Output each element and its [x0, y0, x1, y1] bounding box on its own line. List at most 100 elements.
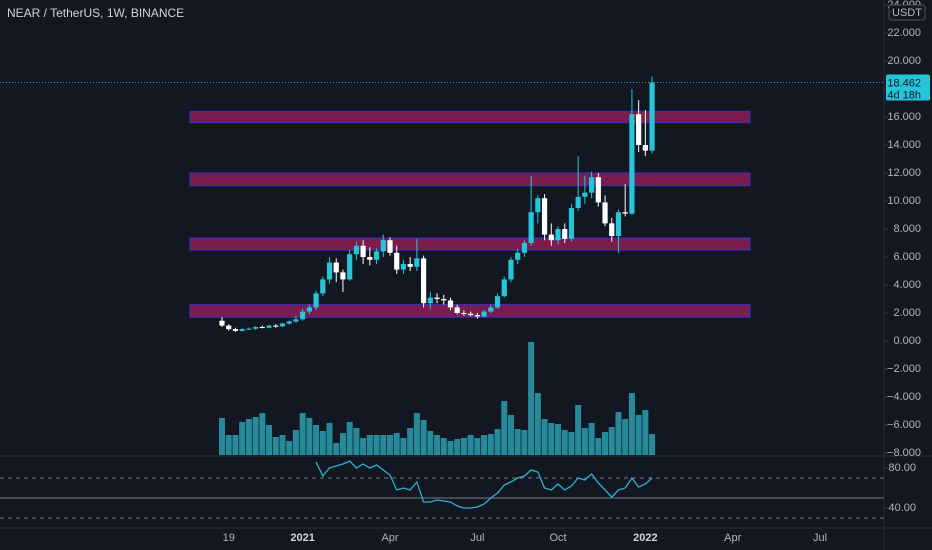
volume-bar	[628, 393, 635, 455]
candle-body	[246, 328, 252, 330]
x-tick-label: Oct	[549, 532, 566, 544]
volume-bar	[615, 412, 622, 455]
candle-body	[259, 327, 265, 328]
last-price-label: 18.462	[887, 77, 921, 89]
volume-bar	[380, 435, 387, 455]
candle-body	[622, 212, 628, 214]
candle-body	[535, 198, 541, 213]
currency-label: USDT	[892, 7, 922, 19]
candle-body	[320, 279, 326, 294]
volume-bar	[434, 435, 441, 455]
candle-body	[488, 307, 494, 312]
candle-body	[367, 257, 373, 260]
candle-body	[300, 311, 306, 320]
candle-body	[494, 296, 501, 308]
volume-bar	[353, 428, 360, 455]
candle-body	[568, 208, 575, 239]
candle-body	[232, 329, 239, 331]
candle-body	[461, 313, 467, 314]
candle-body	[326, 262, 333, 280]
volume-bar	[272, 437, 279, 455]
y-tick-label: 0.000	[893, 335, 921, 347]
volume-bar	[595, 438, 602, 455]
y-tick-label: 8.000	[893, 223, 921, 235]
volume-bar	[494, 429, 501, 455]
y-tick-label: −2.000	[887, 363, 921, 375]
candle-body	[562, 229, 568, 239]
volume-bar	[346, 422, 353, 455]
y-tick-label: 10.000	[887, 195, 921, 207]
y-tick-label: 6.000	[893, 251, 921, 263]
candle-body	[293, 319, 299, 322]
candle-body	[609, 223, 615, 236]
candle-body	[508, 259, 514, 280]
candle-body	[286, 321, 292, 324]
candle-body	[615, 212, 622, 236]
volume-bar	[474, 438, 481, 455]
volume-bar	[514, 429, 521, 455]
x-tick-label: 2022	[633, 532, 657, 544]
y-tick-label: 2.000	[893, 307, 921, 319]
volume-bar	[306, 418, 313, 455]
candle-body	[414, 258, 420, 267]
volume-bar	[555, 424, 561, 455]
candle-body	[394, 252, 400, 270]
last-price-box	[886, 74, 930, 101]
currency-box	[888, 4, 926, 21]
candle-body	[380, 240, 386, 252]
volume-bar	[333, 443, 340, 455]
y-tick-label: 14.000	[887, 139, 921, 151]
candle-body	[239, 329, 245, 331]
candle-body	[447, 300, 454, 308]
candle-body	[468, 313, 474, 316]
y-tick-label: 20.000	[887, 55, 921, 67]
candle-body	[555, 229, 561, 241]
candle-body	[541, 198, 548, 235]
volume-bar	[507, 415, 514, 455]
y-tick-label: −6.000	[887, 419, 921, 431]
volume-bar	[239, 422, 246, 455]
volume-bar	[407, 428, 414, 455]
candle-body	[642, 145, 648, 151]
candle-body	[273, 325, 279, 327]
volume-bar	[360, 438, 367, 455]
x-tick-label: 2021	[290, 532, 314, 544]
rsi-line	[315, 460, 653, 509]
x-tick-label: Jul	[470, 532, 484, 544]
volume-bar	[608, 427, 615, 455]
volume-bar	[454, 439, 461, 455]
candle-body	[575, 196, 581, 208]
candle-body	[454, 307, 460, 313]
volume-bar	[467, 435, 474, 455]
x-tick-label: Apr	[724, 532, 741, 544]
volume-bar	[528, 342, 535, 455]
y-tick-label: −8.000	[887, 447, 921, 459]
volume-bar	[219, 418, 225, 455]
candle-body	[353, 245, 359, 255]
candle-body	[373, 251, 380, 260]
volume-bar	[387, 435, 393, 455]
volume-bar	[635, 415, 642, 455]
volume-bar	[568, 432, 575, 455]
rsi-tick-label: 80.00	[888, 462, 916, 474]
candle-body	[387, 240, 393, 253]
zone	[189, 237, 751, 251]
volume-bar	[521, 430, 528, 455]
y-tick-label: −4.000	[887, 391, 921, 403]
candle-body	[219, 320, 225, 326]
volume-bar	[534, 393, 541, 455]
volume-bar	[279, 435, 286, 455]
zone	[189, 172, 751, 187]
y-tick-label: 4.000	[893, 279, 921, 291]
volume-bar	[460, 438, 467, 455]
volume-bar	[319, 431, 326, 455]
volume-bar	[575, 405, 582, 455]
volume-bar	[440, 438, 447, 455]
volume-bar	[339, 433, 346, 455]
volume-bar	[373, 435, 380, 455]
volume-bar	[642, 410, 649, 455]
candle-body	[306, 307, 312, 312]
volume-bar	[400, 438, 407, 455]
candle-body	[602, 202, 608, 224]
